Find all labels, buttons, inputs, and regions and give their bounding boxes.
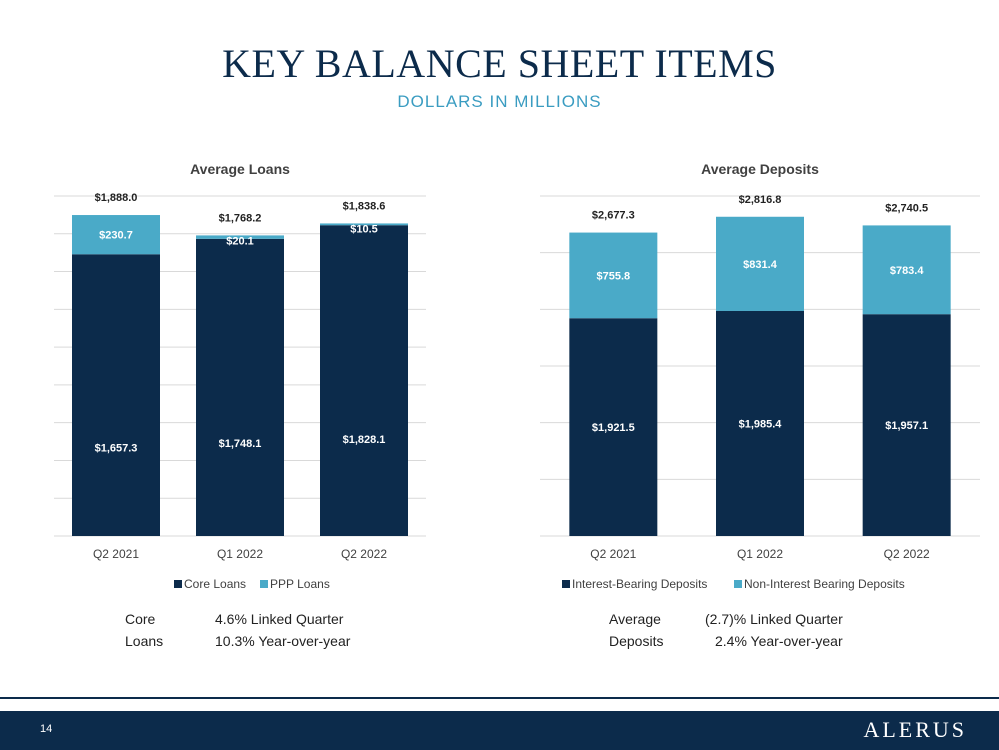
deposits-data-label: $783.4 (890, 265, 925, 277)
loans-linked-quarter: 4.6% Linked Quarter (215, 611, 344, 627)
deposits-legend-swatch (734, 580, 742, 588)
deposits-x-tick: Q2 2022 (884, 547, 930, 561)
loans-legend-swatch (174, 580, 182, 588)
loans-x-tick: Q1 2022 (217, 547, 263, 561)
average-loans-chart: Average Loans $1,657.3 $230.7 $1,888.0 Q2 20… (54, 161, 426, 591)
loans-data-label: $1,828.1 (343, 434, 386, 446)
deposits-bar-base-2 (862, 314, 951, 536)
deposits-data-label: $755.8 (597, 270, 631, 282)
deposits-legend-label: Interest-Bearing Deposits (572, 577, 707, 591)
page-number: 14 (40, 723, 53, 735)
loans-bar-top-1 (196, 235, 284, 239)
deposits-stats: Average Deposits (2.7)% Linked Quarter 2… (0, 611, 999, 655)
deposits-total-label: $2,740.5 (885, 202, 928, 214)
loans-x-tick: Q2 2022 (341, 547, 387, 561)
deposits-total-label: $2,816.8 (739, 194, 782, 206)
loans-data-label: $10.5 (350, 223, 378, 235)
loans-total-label: $1,768.2 (219, 212, 262, 224)
deposits-chart-title: Average Deposits (701, 161, 819, 177)
loans-x-tick: Q2 2021 (93, 547, 139, 561)
deposits-x-tick: Q2 2021 (590, 547, 636, 561)
loans-bar-base-2 (320, 225, 408, 536)
deposits-data-label: $1,921.5 (592, 422, 635, 434)
loans-data-label: $1,748.1 (219, 438, 262, 450)
deposits-data-label: $1,957.1 (885, 420, 928, 432)
deposits-bar-top-1 (716, 216, 804, 311)
loans-bar-top-0 (72, 215, 160, 255)
deposits-bar-top-0 (569, 232, 658, 319)
deposits-stats-label-1: Average (609, 611, 661, 627)
loans-stats: Core Loans 4.6% Linked Quarter 10.3% Yea… (0, 611, 500, 655)
footer-bar: 14 ALERUS (0, 711, 999, 750)
footer-divider (0, 697, 999, 699)
page-title: KEY BALANCE SHEET ITEMS (222, 41, 777, 86)
deposits-stats-label-2: Deposits (609, 633, 664, 649)
loans-chart-title: Average Loans (190, 161, 290, 177)
deposits-total-label: $2,677.3 (592, 210, 635, 222)
loans-bar-base-1 (196, 238, 284, 536)
deposits-bar-base-0 (569, 318, 658, 536)
average-deposits-chart: Average Deposits $1,921.5 $755.8 $2,677.3 Q2… (540, 161, 980, 591)
page-subtitle: DOLLARS IN MILLIONS (397, 92, 602, 111)
deposits-x-tick: Q1 2022 (737, 547, 783, 561)
deposits-legend-swatch (562, 580, 570, 588)
deposits-data-label: $1,985.4 (739, 418, 783, 430)
loans-stats-label-2: Loans (125, 633, 164, 649)
deposits-data-label: $831.4 (743, 259, 778, 271)
deposits-legend-label: Non-Interest Bearing Deposits (744, 577, 905, 591)
loans-legend-label: PPP Loans (270, 577, 330, 591)
loans-stats-label-1: Core (125, 611, 156, 627)
loans-data-label: $1,657.3 (95, 442, 138, 454)
loans-year-over-year: 10.3% Year-over-year (215, 633, 351, 649)
loans-bar-base-0 (72, 254, 160, 536)
loans-legend-swatch (260, 580, 268, 588)
loans-data-label: $20.1 (226, 235, 254, 247)
loans-data-label: $230.7 (99, 230, 133, 242)
alerus-logo: ALERUS (863, 717, 967, 742)
deposits-bar-top-2 (862, 225, 951, 315)
deposits-linked-quarter: (2.7)% Linked Quarter (705, 611, 843, 627)
loans-total-label: $1,888.0 (95, 192, 138, 204)
loans-legend-label: Core Loans (184, 577, 246, 591)
loans-bar-top-2 (320, 223, 408, 226)
deposits-year-over-year: 2.4% Year-over-year (715, 633, 843, 649)
loans-total-label: $1,838.6 (343, 200, 386, 212)
deposits-bar-base-1 (716, 310, 804, 536)
